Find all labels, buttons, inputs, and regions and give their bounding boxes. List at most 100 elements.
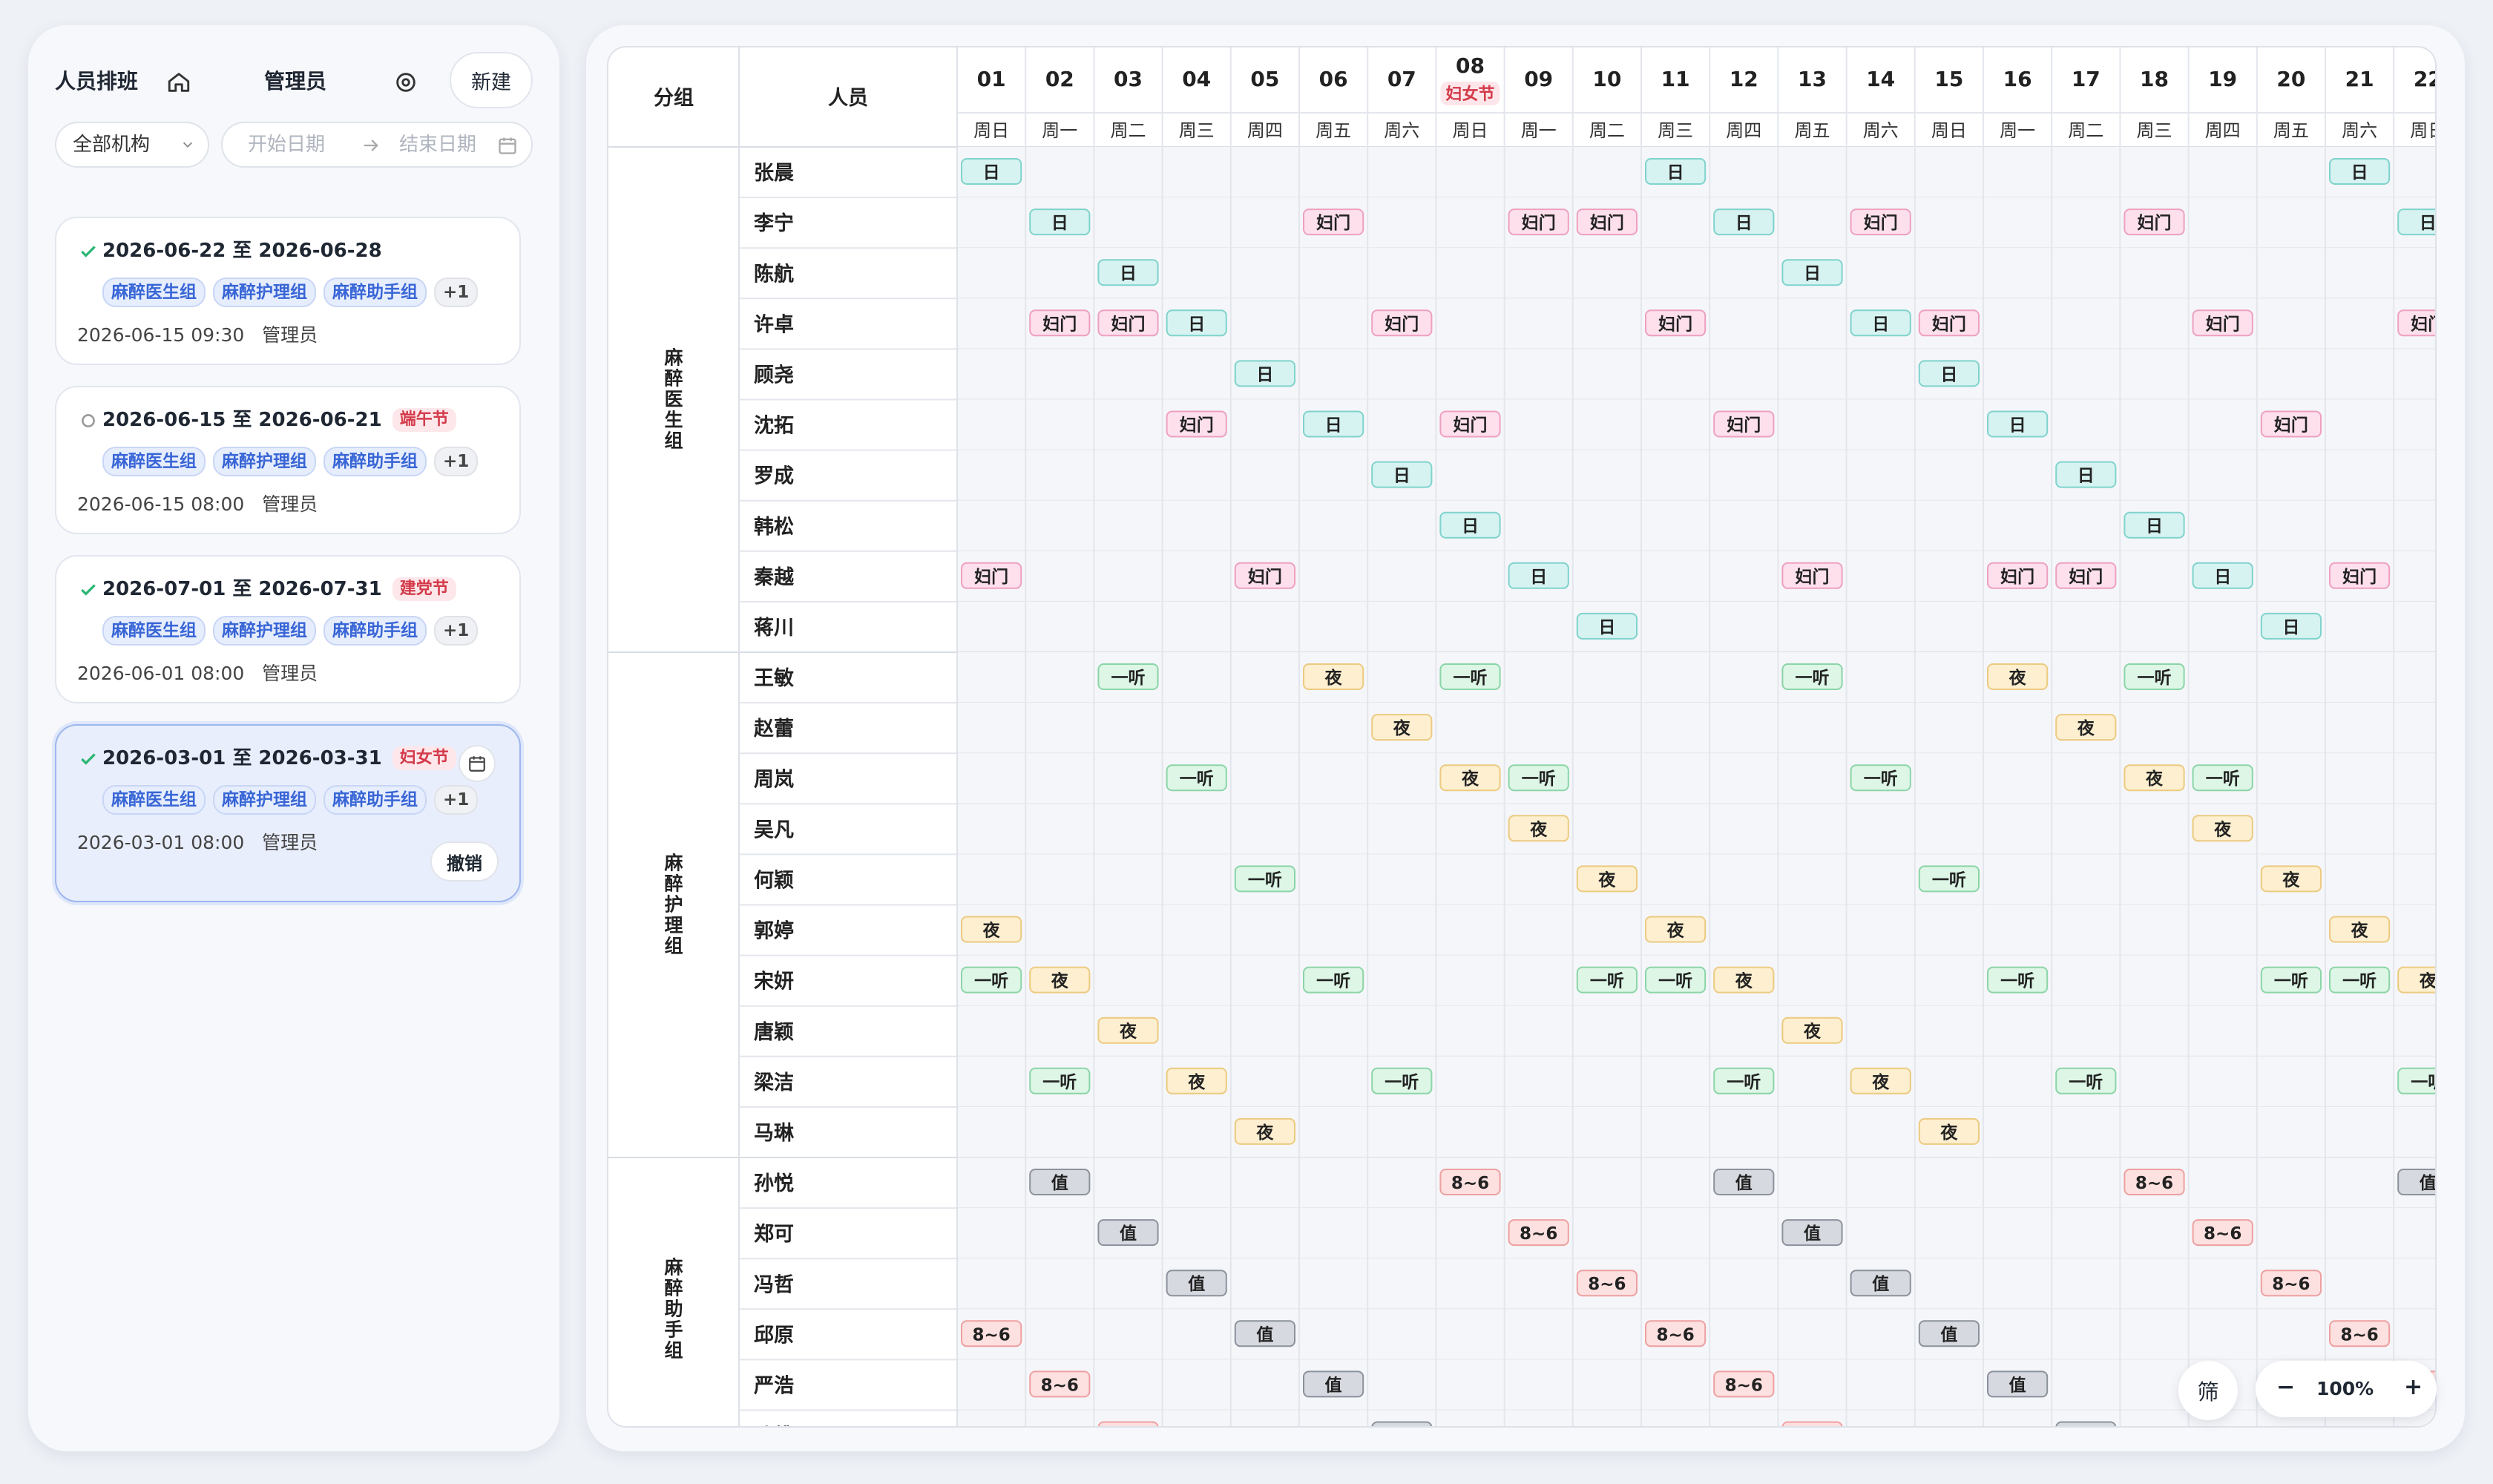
shift-chip[interactable]: 8~6: [961, 1320, 1022, 1347]
shift-chip[interactable]: 妇门: [1029, 309, 1091, 337]
start-date-input[interactable]: 开始日期: [248, 134, 326, 156]
shift-chip[interactable]: 夜: [1713, 966, 1775, 994]
shift-chip[interactable]: 夜: [2260, 865, 2322, 893]
shift-chip[interactable]: 一听: [1576, 966, 1638, 994]
shift-chip[interactable]: 8~6: [2260, 1270, 2322, 1297]
shift-chip[interactable]: 妇门: [1371, 309, 1433, 337]
shift-chip[interactable]: 8~6: [1097, 1421, 1159, 1428]
calendar-button[interactable]: [459, 745, 496, 782]
shift-chip[interactable]: 夜: [1576, 865, 1638, 893]
shift-chip[interactable]: 一听: [1371, 1067, 1433, 1094]
shift-chip[interactable]: 妇门: [2192, 309, 2253, 337]
shift-chip[interactable]: 一听: [2397, 1067, 2437, 1094]
shift-chip[interactable]: 值: [1918, 1320, 1980, 1347]
shift-chip[interactable]: 值: [1987, 1370, 2049, 1398]
shift-chip[interactable]: 日: [1850, 309, 1911, 337]
more-tags-badge[interactable]: +1: [434, 785, 479, 815]
shift-chip[interactable]: 日: [1987, 410, 2049, 438]
shift-chip[interactable]: 值: [1371, 1421, 1433, 1428]
shift-chip[interactable]: 妇门: [2055, 562, 2117, 589]
shift-chip[interactable]: 妇门: [2260, 410, 2322, 438]
shift-chip[interactable]: 日: [2397, 209, 2437, 236]
shift-chip[interactable]: 值: [1234, 1320, 1295, 1347]
shift-chip[interactable]: 一听: [1781, 663, 1843, 690]
shift-chip[interactable]: 值: [2055, 1421, 2117, 1428]
shift-chip[interactable]: 一听: [1713, 1067, 1775, 1094]
shift-chip[interactable]: 夜: [2329, 916, 2391, 943]
zoom-in-button[interactable]: +: [2404, 1374, 2423, 1400]
more-tags-badge[interactable]: +1: [434, 616, 479, 646]
shift-chip[interactable]: 妇门: [1303, 209, 1364, 236]
shift-chip[interactable]: 妇门: [1918, 309, 1980, 337]
shift-chip[interactable]: 日: [1166, 309, 1227, 337]
shift-chip[interactable]: 值: [1781, 1219, 1843, 1247]
shift-chip[interactable]: 一听: [2124, 663, 2185, 690]
shift-chip[interactable]: 夜: [1234, 1117, 1295, 1145]
end-date-input[interactable]: 结束日期: [399, 134, 477, 156]
shift-chip[interactable]: 日: [1371, 461, 1433, 488]
shift-chip[interactable]: 8~6: [2329, 1320, 2391, 1347]
shift-chip[interactable]: 妇门: [961, 562, 1022, 589]
shift-chip[interactable]: 日: [1097, 259, 1159, 286]
schedule-card[interactable]: 2026-06-22 至 2026-06-28 麻醉医生组 麻醉护理组 麻醉助手组 +1…: [55, 217, 521, 365]
shift-chip[interactable]: 值: [1303, 1370, 1364, 1398]
org-select[interactable]: 全部机构: [55, 122, 209, 168]
shift-chip[interactable]: 值: [1029, 1169, 1091, 1195]
shift-chip[interactable]: 夜: [1781, 1017, 1843, 1044]
shift-chip[interactable]: 值: [1097, 1219, 1159, 1247]
shift-chip[interactable]: 日: [961, 158, 1022, 185]
shift-chip[interactable]: 日: [2055, 461, 2117, 488]
shift-chip[interactable]: 一听: [2055, 1067, 2117, 1094]
shift-chip[interactable]: 夜: [1987, 663, 2049, 690]
shift-chip[interactable]: 一听: [1987, 966, 2049, 994]
shift-chip[interactable]: 夜: [2192, 815, 2253, 842]
schedule-card[interactable]: 2026-07-01 至 2026-07-31 建党节 麻醉医生组 麻醉护理组 麻醉助手…: [55, 555, 521, 703]
shift-chip[interactable]: 妇门: [1781, 562, 1843, 589]
shift-chip[interactable]: 日: [1303, 410, 1364, 438]
shift-chip[interactable]: 8~6: [2124, 1169, 2185, 1195]
shift-chip[interactable]: 日: [2124, 511, 2185, 539]
shift-chip[interactable]: 妇门: [1234, 562, 1295, 589]
shift-chip[interactable]: 一听: [1166, 764, 1227, 792]
shift-chip[interactable]: 8~6: [1508, 1219, 1569, 1247]
shift-chip[interactable]: 妇门: [1166, 410, 1227, 438]
shift-chip[interactable]: 日: [2192, 562, 2253, 589]
shift-chip[interactable]: 日: [1439, 511, 1501, 539]
shift-chip[interactable]: 夜: [2397, 966, 2437, 994]
shift-chip[interactable]: 一听: [1850, 764, 1911, 792]
shift-chip[interactable]: 妇门: [1576, 209, 1638, 236]
shift-chip[interactable]: 日: [1918, 360, 1980, 387]
shift-chip[interactable]: 夜: [1097, 1017, 1159, 1044]
shift-chip[interactable]: 妇门: [1987, 562, 2049, 589]
shift-chip[interactable]: 妇门: [2124, 209, 2185, 236]
shift-chip[interactable]: 一听: [1097, 663, 1159, 690]
shift-chip[interactable]: 夜: [2055, 714, 2117, 741]
gear-icon[interactable]: [393, 70, 418, 95]
filter-button[interactable]: 筛: [2178, 1361, 2238, 1420]
shift-chip[interactable]: 夜: [1918, 1117, 1980, 1145]
shift-chip[interactable]: 妇门: [1645, 309, 1707, 337]
shift-chip[interactable]: 日: [1029, 209, 1091, 236]
zoom-out-button[interactable]: −: [2276, 1374, 2296, 1400]
shift-chip[interactable]: 值: [1713, 1169, 1775, 1195]
shift-chip[interactable]: 一听: [1918, 865, 1980, 893]
shift-chip[interactable]: 妇门: [1713, 410, 1775, 438]
shift-chip[interactable]: 一听: [1303, 966, 1364, 994]
shift-chip[interactable]: 一听: [2260, 966, 2322, 994]
shift-chip[interactable]: 一听: [1439, 663, 1501, 690]
schedule-card[interactable]: 2026-03-01 至 2026-03-31 妇女节 麻醉医生组 麻醉护理组 麻醉助手…: [55, 724, 521, 902]
home-icon[interactable]: [166, 70, 191, 95]
more-tags-badge[interactable]: +1: [434, 278, 479, 307]
shift-chip[interactable]: 8~6: [1029, 1370, 1091, 1398]
shift-chip[interactable]: 夜: [961, 916, 1022, 943]
shift-chip[interactable]: 夜: [2124, 764, 2185, 792]
shift-chip[interactable]: 夜: [1850, 1067, 1911, 1094]
shift-chip[interactable]: 一听: [1645, 966, 1707, 994]
shift-chip[interactable]: 妇门: [1508, 209, 1569, 236]
shift-chip[interactable]: 值: [1850, 1270, 1911, 1297]
shift-chip[interactable]: 夜: [1166, 1067, 1227, 1094]
date-range-picker[interactable]: 开始日期 结束日期: [221, 122, 533, 168]
shift-chip[interactable]: 8~6: [1713, 1370, 1775, 1398]
shift-chip[interactable]: 日: [1508, 562, 1569, 589]
shift-chip[interactable]: 日: [1713, 209, 1775, 236]
